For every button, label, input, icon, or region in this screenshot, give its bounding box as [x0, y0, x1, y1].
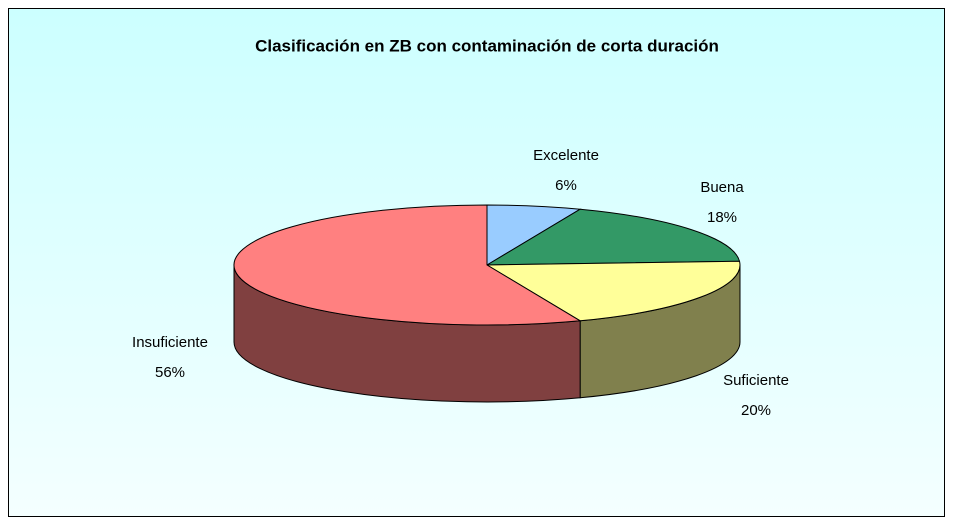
slice-label: Buena [700, 179, 744, 196]
slice-label: Insuficiente [132, 334, 208, 351]
slice-label: Excelente [533, 147, 599, 164]
slice-value-label: 56% [155, 364, 185, 381]
chart-title: Clasificación en ZB con contaminación de… [255, 36, 719, 55]
pie-slice [485, 260, 741, 322]
slice-value-label: 6% [555, 177, 577, 194]
pie-slice [233, 204, 582, 326]
pie-slice [485, 208, 741, 266]
slice-value-label: 20% [741, 402, 771, 419]
slice-value-label: 18% [707, 209, 737, 226]
slice-label: Suficiente [723, 372, 789, 389]
